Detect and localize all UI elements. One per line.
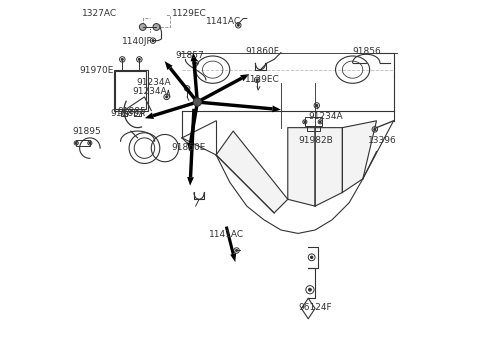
Text: 91234A: 91234A <box>308 112 343 121</box>
Circle shape <box>256 79 258 81</box>
Text: 13396: 13396 <box>368 136 396 145</box>
Text: 91857: 91857 <box>175 51 204 60</box>
Circle shape <box>121 58 123 60</box>
Text: 91885A: 91885A <box>110 109 145 118</box>
Polygon shape <box>191 53 197 61</box>
Circle shape <box>311 256 312 258</box>
Circle shape <box>89 142 90 143</box>
Text: 91860F: 91860F <box>245 47 279 56</box>
Circle shape <box>238 24 239 26</box>
Polygon shape <box>216 131 288 213</box>
Polygon shape <box>225 226 235 254</box>
Circle shape <box>153 24 160 30</box>
Circle shape <box>75 142 77 143</box>
Text: 1140JF: 1140JF <box>122 37 153 46</box>
Polygon shape <box>187 177 194 186</box>
Circle shape <box>186 88 188 89</box>
Circle shape <box>195 62 196 64</box>
Text: 91895: 91895 <box>73 128 102 137</box>
Polygon shape <box>189 102 199 143</box>
Text: 91860E: 91860E <box>172 143 206 152</box>
Circle shape <box>152 40 154 41</box>
Text: 1327AC: 1327AC <box>82 9 117 18</box>
Text: 91856: 91856 <box>353 47 381 56</box>
Polygon shape <box>196 77 242 104</box>
Circle shape <box>236 250 238 251</box>
Polygon shape <box>145 112 154 119</box>
Polygon shape <box>230 253 236 262</box>
Polygon shape <box>192 61 199 102</box>
Polygon shape <box>197 100 273 110</box>
Polygon shape <box>272 106 281 112</box>
Text: 1141AC: 1141AC <box>206 17 241 25</box>
Text: 91234A: 91234A <box>132 87 167 96</box>
Text: 1129EC: 1129EC <box>172 9 206 18</box>
Circle shape <box>139 24 146 30</box>
Circle shape <box>193 98 202 106</box>
Circle shape <box>304 121 305 122</box>
Polygon shape <box>189 109 196 177</box>
Circle shape <box>320 121 321 122</box>
Circle shape <box>316 105 318 106</box>
Text: 96124F: 96124F <box>298 303 332 312</box>
Text: 91970E: 91970E <box>80 66 114 75</box>
Polygon shape <box>168 67 199 103</box>
Text: 91234A: 91234A <box>136 78 170 87</box>
Polygon shape <box>342 121 376 193</box>
Polygon shape <box>153 100 198 117</box>
Circle shape <box>166 96 168 98</box>
Text: 91982B: 91982B <box>298 136 333 145</box>
Circle shape <box>309 289 311 291</box>
Polygon shape <box>187 142 194 151</box>
Polygon shape <box>240 74 249 81</box>
Polygon shape <box>315 128 342 206</box>
Text: 1129EC: 1129EC <box>245 75 280 84</box>
Circle shape <box>374 129 376 130</box>
Text: 91885: 91885 <box>117 107 146 116</box>
Polygon shape <box>288 128 315 206</box>
Text: 1141AC: 1141AC <box>209 230 244 239</box>
Polygon shape <box>165 61 173 70</box>
Circle shape <box>139 58 140 60</box>
